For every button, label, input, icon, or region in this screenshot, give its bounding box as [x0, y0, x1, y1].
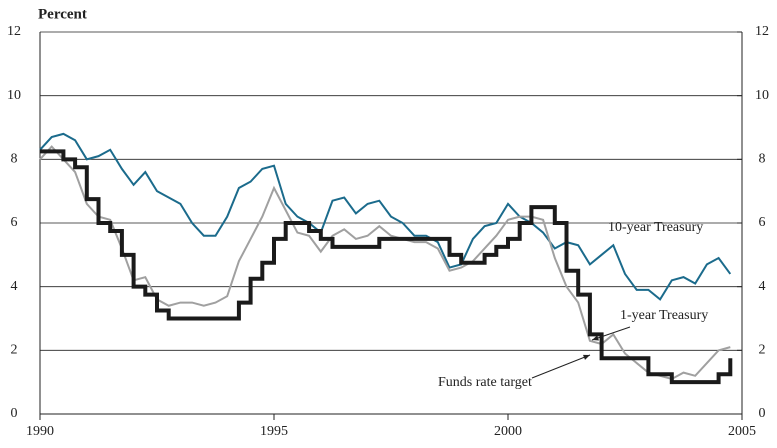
y-tick-label: 2 [11, 343, 18, 358]
chart-title: Percent [38, 6, 87, 22]
annotation: Funds rate target [438, 375, 532, 390]
y-tick-label: 4 [11, 279, 18, 294]
y2-tick-label: 6 [759, 215, 766, 230]
y-tick-label: 6 [11, 215, 18, 230]
arrow-head [583, 354, 590, 360]
y2-tick-label: 12 [755, 24, 769, 39]
y-tick-label: 12 [7, 24, 21, 39]
x-tick-label: 1990 [26, 424, 54, 439]
y-tick-label: 10 [7, 88, 21, 103]
y-tick-label: 8 [11, 152, 18, 167]
x-tick-label: 2000 [494, 424, 522, 439]
y2-tick-label: 8 [759, 152, 766, 167]
y2-tick-label: 4 [759, 279, 766, 294]
y2-tick-label: 2 [759, 343, 766, 358]
series-line [40, 149, 733, 385]
x-tick-label: 2005 [728, 424, 756, 439]
y2-tick-label: 0 [759, 406, 766, 421]
annotation: 1-year Treasury [620, 308, 708, 323]
x-tick-label: 1995 [260, 424, 288, 439]
annotation-arrow [591, 326, 631, 341]
y2-tick-label: 10 [755, 88, 769, 103]
annotation-arrow [531, 354, 591, 379]
y-tick-label: 0 [11, 406, 18, 421]
annotation: 10-year Treasury [608, 220, 703, 235]
arrow-head [592, 335, 599, 341]
series-line [39, 145, 731, 381]
series-line [39, 132, 732, 301]
